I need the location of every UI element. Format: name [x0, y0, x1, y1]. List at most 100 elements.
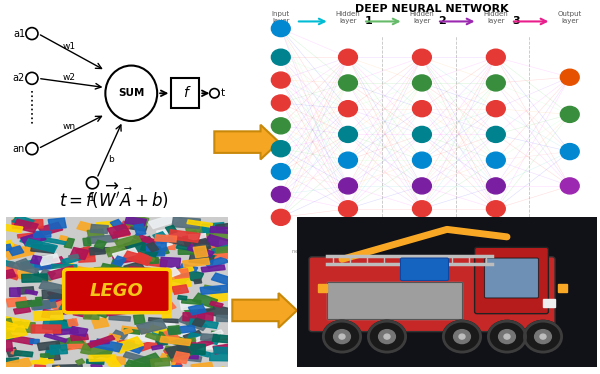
Text: $t = f(\overrightarrow{W'}\vec{A} + b)$: $t = f(\overrightarrow{W'}\vec{A} + b)$	[59, 181, 169, 211]
Bar	[0, 319, 13, 327]
Bar	[164, 332, 189, 340]
Circle shape	[560, 178, 579, 194]
Bar	[53, 328, 79, 335]
Bar	[158, 358, 182, 371]
Bar	[110, 260, 122, 269]
Circle shape	[487, 178, 505, 194]
Bar	[200, 334, 217, 341]
Circle shape	[454, 329, 470, 344]
Bar	[4, 240, 14, 247]
Bar	[42, 290, 73, 298]
Text: Input
layer: Input layer	[272, 12, 290, 24]
Bar	[211, 273, 236, 286]
Bar	[43, 278, 52, 281]
Bar	[126, 305, 157, 310]
Bar	[168, 230, 200, 242]
Bar	[121, 221, 131, 228]
Bar	[67, 319, 78, 327]
Bar	[97, 283, 114, 295]
Bar	[143, 283, 158, 288]
Bar	[214, 367, 227, 374]
Bar	[159, 277, 170, 283]
Bar	[48, 266, 77, 279]
Bar	[121, 273, 142, 285]
Bar	[156, 338, 168, 346]
Circle shape	[487, 321, 527, 353]
Circle shape	[338, 201, 358, 217]
Bar	[34, 365, 46, 370]
Bar	[216, 246, 238, 253]
Bar	[66, 287, 91, 300]
Bar	[184, 300, 215, 317]
Bar	[165, 343, 191, 358]
Bar	[155, 235, 176, 242]
Bar	[166, 267, 180, 277]
Bar	[201, 265, 225, 272]
Bar	[124, 329, 140, 334]
Bar	[105, 306, 127, 316]
Bar	[186, 338, 196, 342]
Bar	[64, 238, 74, 248]
Bar	[113, 230, 130, 237]
Bar	[118, 268, 145, 281]
Bar	[192, 239, 211, 251]
Bar	[50, 344, 68, 355]
Bar	[82, 278, 104, 289]
Bar	[44, 333, 67, 343]
Bar	[167, 325, 196, 334]
Circle shape	[271, 95, 290, 111]
Bar	[94, 240, 106, 249]
Bar	[151, 345, 163, 350]
Bar	[114, 268, 130, 280]
Bar	[173, 267, 203, 282]
Bar	[205, 227, 232, 241]
Bar	[208, 246, 233, 259]
Bar	[148, 241, 172, 251]
Bar	[152, 329, 169, 339]
Bar	[31, 300, 56, 310]
Text: a1: a1	[13, 28, 25, 39]
Bar	[202, 304, 236, 319]
Bar	[38, 222, 63, 235]
Bar	[166, 226, 177, 234]
Bar	[105, 244, 130, 257]
Circle shape	[560, 106, 579, 122]
Circle shape	[487, 101, 505, 117]
Bar	[140, 243, 163, 254]
Bar	[122, 341, 143, 353]
Bar	[17, 300, 32, 306]
Bar	[20, 258, 47, 270]
Bar	[0, 269, 16, 280]
Bar	[176, 245, 196, 251]
Bar	[124, 352, 152, 364]
Bar	[76, 301, 104, 315]
Bar	[202, 246, 217, 258]
Bar	[178, 344, 205, 354]
Bar	[17, 287, 34, 294]
Bar	[100, 264, 131, 278]
Bar	[154, 320, 175, 329]
Bar	[0, 341, 13, 351]
Bar	[146, 242, 159, 252]
Bar	[25, 239, 58, 252]
Bar	[40, 268, 70, 275]
Bar	[193, 293, 218, 308]
Bar	[80, 285, 92, 289]
Bar	[38, 257, 66, 271]
Bar	[53, 365, 82, 372]
Text: 2: 2	[438, 16, 446, 26]
FancyBboxPatch shape	[475, 247, 548, 314]
Bar	[45, 347, 55, 356]
Bar	[11, 218, 37, 230]
Bar	[34, 272, 47, 278]
Bar	[17, 270, 31, 279]
Bar	[116, 299, 146, 312]
Bar	[113, 357, 125, 364]
Bar	[48, 218, 66, 229]
Bar	[31, 244, 55, 253]
Bar	[22, 274, 47, 282]
Bar	[209, 244, 223, 251]
Bar	[189, 319, 218, 328]
Circle shape	[413, 101, 431, 117]
Bar	[11, 244, 35, 254]
